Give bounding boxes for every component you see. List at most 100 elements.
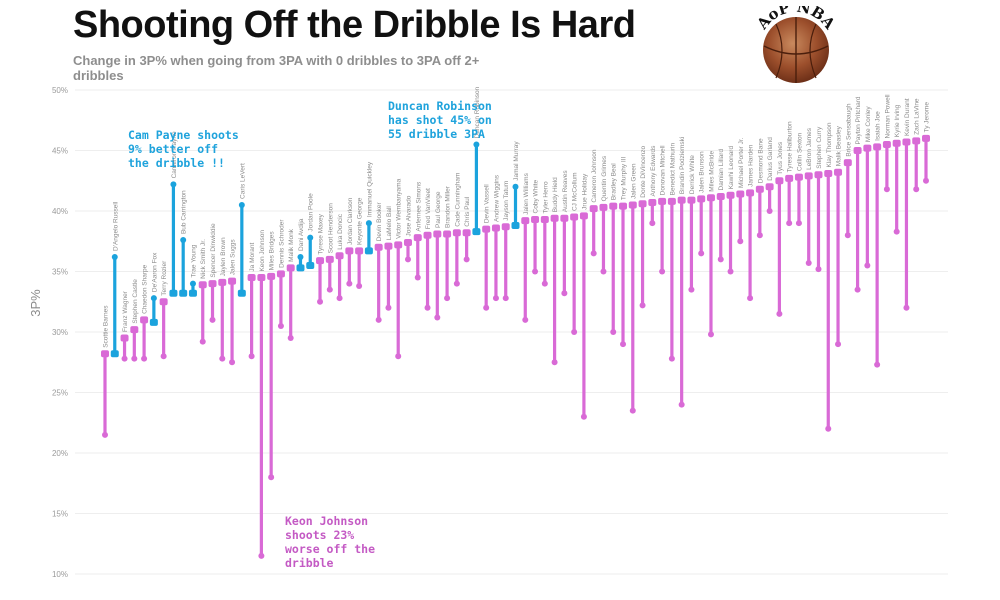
- start-marker: [912, 137, 921, 145]
- start-marker: [237, 289, 246, 297]
- annotation-line: the dribble !!: [128, 156, 225, 170]
- start-marker: [101, 350, 109, 358]
- end-marker: [629, 407, 636, 414]
- player-label: Chaedon Sharpe: [142, 264, 149, 314]
- annotation-line: worse off the: [285, 542, 376, 556]
- annotation-line: 55 dribble 3PA: [388, 127, 485, 141]
- start-marker: [355, 247, 364, 255]
- player-label: Kevin Durant: [904, 98, 911, 136]
- end-marker: [356, 283, 363, 290]
- player-label: Austin Reaves: [562, 170, 569, 213]
- player-label: Bradley Beal: [611, 163, 618, 200]
- end-marker: [141, 355, 148, 362]
- player-label: Keon Johnson: [259, 230, 266, 272]
- end-marker: [756, 232, 763, 239]
- end-marker: [688, 286, 695, 293]
- end-marker: [854, 286, 861, 293]
- player-label: Jose Alvarado: [405, 195, 412, 236]
- player-label: LeBron James: [806, 127, 813, 170]
- start-marker: [403, 238, 412, 246]
- player-label: Devin Vassell: [484, 184, 491, 223]
- start-marker: [345, 247, 354, 255]
- start-marker: [120, 334, 129, 342]
- start-marker: [570, 213, 579, 221]
- start-marker: [853, 147, 862, 154]
- player-label: Jalen Williams: [523, 172, 530, 214]
- player-label: Caris LeVert: [239, 163, 246, 199]
- start-marker: [873, 143, 882, 151]
- player-label: Malik Beasley: [836, 125, 843, 166]
- start-marker: [550, 214, 559, 222]
- start-marker: [491, 224, 500, 232]
- end-marker: [844, 232, 851, 239]
- start-marker: [501, 223, 510, 231]
- player-label: Stephen Curry: [816, 126, 823, 169]
- end-marker: [209, 316, 216, 323]
- player-label: Fred VanVleet: [425, 188, 432, 229]
- start-marker: [110, 350, 119, 358]
- player-label: Desmond Bane: [757, 138, 764, 183]
- end-marker: [923, 177, 929, 184]
- start-marker: [648, 199, 657, 207]
- annotation-keon-johnson: Keon Johnson shoots 23% worse off the dr…: [285, 514, 375, 570]
- player-label: Jrue Holiday: [581, 173, 588, 210]
- end-marker: [277, 322, 284, 329]
- end-marker: [659, 268, 666, 275]
- player-label: Anfernee Simons: [415, 181, 422, 232]
- start-marker: [462, 229, 471, 237]
- end-marker: [522, 316, 529, 323]
- end-marker: [903, 304, 910, 311]
- end-marker: [375, 316, 382, 323]
- end-marker: [864, 262, 871, 269]
- player-label: LaMelo Ball: [386, 206, 393, 241]
- end-marker: [326, 286, 333, 293]
- start-marker: [579, 212, 588, 220]
- end-marker: [395, 353, 402, 360]
- start-marker: [824, 169, 833, 177]
- player-label: Stephen Castle: [132, 279, 139, 324]
- y-tick-label: 20%: [52, 449, 68, 458]
- end-marker: [160, 353, 167, 360]
- start-marker: [130, 326, 139, 334]
- annotation-duncan-robinson: Duncan Robinson has shot 45% on 55 dribb…: [388, 99, 492, 141]
- start-marker: [834, 168, 843, 176]
- start-marker: [257, 274, 266, 282]
- y-tick-label: 10%: [52, 570, 68, 579]
- end-marker: [561, 290, 568, 297]
- start-marker: [228, 277, 237, 285]
- y-axis: 10% 15% 20% 25% 30% 35% 40% 45% 50%: [52, 86, 68, 579]
- end-marker: [874, 361, 881, 368]
- y-tick-label: 40%: [52, 207, 68, 216]
- start-marker: [922, 134, 930, 142]
- player-label: De'Aaron Fox: [151, 252, 158, 292]
- player-label: Terry Rozier: [161, 260, 168, 296]
- start-marker: [325, 255, 334, 263]
- player-label: Darius Garland: [767, 137, 774, 181]
- player-label: Derrick White: [689, 155, 696, 194]
- player-label: Nick Smith Jr.: [200, 239, 207, 279]
- start-marker: [785, 174, 794, 182]
- end-marker: [473, 141, 480, 148]
- player-label: Norman Powell: [884, 94, 891, 139]
- start-marker: [619, 202, 628, 210]
- player-label: Dennis Schroder: [278, 219, 285, 268]
- annotation-line: shoots 23%: [285, 528, 355, 542]
- end-marker: [150, 295, 157, 302]
- end-marker: [698, 250, 705, 257]
- start-marker: [804, 172, 813, 180]
- player-label: Miles McBride: [708, 150, 715, 191]
- start-marker: [697, 195, 706, 203]
- chart-subtitle: Change in 3P% when going from 3PA with 0…: [73, 53, 480, 83]
- start-marker: [149, 318, 158, 326]
- player-label: Mike Conley: [865, 106, 872, 143]
- player-label: Buddy Hield: [552, 177, 559, 212]
- end-marker: [414, 274, 421, 281]
- end-marker: [571, 329, 578, 335]
- start-marker: [843, 159, 852, 167]
- start-marker: [208, 280, 217, 288]
- end-marker: [483, 304, 490, 311]
- player-label: Cade Cunningham: [454, 173, 461, 227]
- end-marker: [131, 355, 138, 362]
- annotation-line: 9% better off: [128, 142, 219, 156]
- dumbbell-series: [101, 134, 930, 559]
